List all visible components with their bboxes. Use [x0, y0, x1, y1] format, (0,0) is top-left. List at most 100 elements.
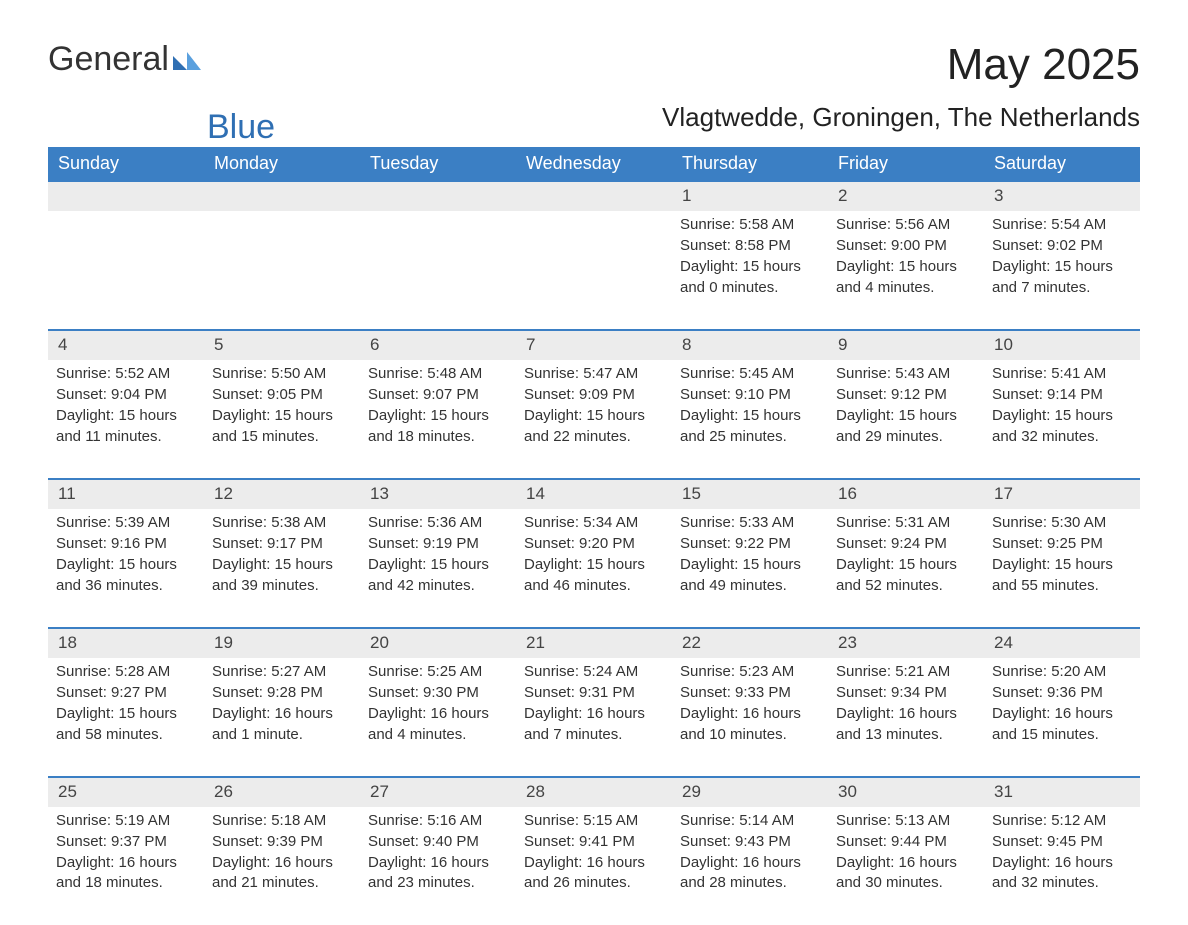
sunrise-text: Sunrise: 5:21 AM — [836, 662, 976, 682]
day-number-cell: 12 — [204, 479, 360, 509]
day-info-cell: Sunrise: 5:20 AMSunset: 9:36 PMDaylight:… — [984, 658, 1140, 777]
sunset-text: Sunset: 9:09 PM — [524, 385, 664, 405]
sunset-text: Sunset: 9:43 PM — [680, 832, 820, 852]
sunset-text: Sunset: 9:16 PM — [56, 534, 196, 554]
sunset-text: Sunset: 9:05 PM — [212, 385, 352, 405]
week-daynum-row: 45678910 — [48, 330, 1140, 360]
sunrise-text: Sunrise: 5:38 AM — [212, 513, 352, 533]
sunset-text: Sunset: 9:14 PM — [992, 385, 1132, 405]
sunrise-text: Sunrise: 5:31 AM — [836, 513, 976, 533]
sunset-text: Sunset: 9:33 PM — [680, 683, 820, 703]
daylight-text: Daylight: 16 hours and 23 minutes. — [368, 853, 508, 894]
sunset-text: Sunset: 9:36 PM — [992, 683, 1132, 703]
day-info-cell: Sunrise: 5:28 AMSunset: 9:27 PMDaylight:… — [48, 658, 204, 777]
day-info-cell: Sunrise: 5:12 AMSunset: 9:45 PMDaylight:… — [984, 807, 1140, 925]
day-info-cell: Sunrise: 5:30 AMSunset: 9:25 PMDaylight:… — [984, 509, 1140, 628]
daylight-text: Daylight: 15 hours and 11 minutes. — [56, 406, 196, 447]
day-info-cell: Sunrise: 5:13 AMSunset: 9:44 PMDaylight:… — [828, 807, 984, 925]
sunset-text: Sunset: 9:12 PM — [836, 385, 976, 405]
sunset-text: Sunset: 9:02 PM — [992, 236, 1132, 256]
page-title: May 2025 — [947, 40, 1140, 90]
day-number-cell: 23 — [828, 628, 984, 658]
day-info-cell: Sunrise: 5:23 AMSunset: 9:33 PMDaylight:… — [672, 658, 828, 777]
day-number-cell: 20 — [360, 628, 516, 658]
day-info-cell: Sunrise: 5:31 AMSunset: 9:24 PMDaylight:… — [828, 509, 984, 628]
day-info-cell: Sunrise: 5:48 AMSunset: 9:07 PMDaylight:… — [360, 360, 516, 479]
day-number-cell: 5 — [204, 330, 360, 360]
daylight-text: Daylight: 15 hours and 42 minutes. — [368, 555, 508, 596]
daylight-text: Daylight: 15 hours and 4 minutes. — [836, 257, 976, 298]
sunrise-text: Sunrise: 5:33 AM — [680, 513, 820, 533]
sunset-text: Sunset: 9:39 PM — [212, 832, 352, 852]
day-number-cell — [48, 181, 204, 211]
calendar-table: Sunday Monday Tuesday Wednesday Thursday… — [48, 147, 1140, 925]
day-number-cell: 16 — [828, 479, 984, 509]
day-number-cell: 28 — [516, 777, 672, 807]
day-number-cell — [360, 181, 516, 211]
sunrise-text: Sunrise: 5:12 AM — [992, 811, 1132, 831]
sunrise-text: Sunrise: 5:56 AM — [836, 215, 976, 235]
daylight-text: Daylight: 16 hours and 28 minutes. — [680, 853, 820, 894]
daylight-text: Daylight: 15 hours and 58 minutes. — [56, 704, 196, 745]
day-info-cell: Sunrise: 5:38 AMSunset: 9:17 PMDaylight:… — [204, 509, 360, 628]
day-header: Friday — [828, 147, 984, 181]
sunrise-text: Sunrise: 5:58 AM — [680, 215, 820, 235]
sunset-text: Sunset: 9:00 PM — [836, 236, 976, 256]
day-number-cell: 27 — [360, 777, 516, 807]
day-info-cell: Sunrise: 5:54 AMSunset: 9:02 PMDaylight:… — [984, 211, 1140, 330]
day-header-row: Sunday Monday Tuesday Wednesday Thursday… — [48, 147, 1140, 181]
day-number-cell: 14 — [516, 479, 672, 509]
day-info-cell: Sunrise: 5:33 AMSunset: 9:22 PMDaylight:… — [672, 509, 828, 628]
day-info-cell: Sunrise: 5:14 AMSunset: 9:43 PMDaylight:… — [672, 807, 828, 925]
sunrise-text: Sunrise: 5:18 AM — [212, 811, 352, 831]
week-daynum-row: 18192021222324 — [48, 628, 1140, 658]
sunset-text: Sunset: 8:58 PM — [680, 236, 820, 256]
day-header: Sunday — [48, 147, 204, 181]
daylight-text: Daylight: 16 hours and 32 minutes. — [992, 853, 1132, 894]
brand-logo-line2: General Blue — [48, 108, 275, 147]
day-info-cell: Sunrise: 5:50 AMSunset: 9:05 PMDaylight:… — [204, 360, 360, 479]
sunrise-text: Sunrise: 5:41 AM — [992, 364, 1132, 384]
day-number-cell: 25 — [48, 777, 204, 807]
brand-logo: General — [48, 40, 201, 79]
day-info-cell: Sunrise: 5:58 AMSunset: 8:58 PMDaylight:… — [672, 211, 828, 330]
day-number-cell: 22 — [672, 628, 828, 658]
day-info-cell: Sunrise: 5:21 AMSunset: 9:34 PMDaylight:… — [828, 658, 984, 777]
day-info-cell: Sunrise: 5:47 AMSunset: 9:09 PMDaylight:… — [516, 360, 672, 479]
sunrise-text: Sunrise: 5:36 AM — [368, 513, 508, 533]
daylight-text: Daylight: 16 hours and 13 minutes. — [836, 704, 976, 745]
daylight-text: Daylight: 15 hours and 0 minutes. — [680, 257, 820, 298]
sunset-text: Sunset: 9:44 PM — [836, 832, 976, 852]
sunrise-text: Sunrise: 5:15 AM — [524, 811, 664, 831]
day-number-cell: 6 — [360, 330, 516, 360]
sunset-text: Sunset: 9:28 PM — [212, 683, 352, 703]
day-header: Thursday — [672, 147, 828, 181]
sunset-text: Sunset: 9:22 PM — [680, 534, 820, 554]
day-number-cell: 26 — [204, 777, 360, 807]
week-info-row: Sunrise: 5:28 AMSunset: 9:27 PMDaylight:… — [48, 658, 1140, 777]
day-info-cell: Sunrise: 5:18 AMSunset: 9:39 PMDaylight:… — [204, 807, 360, 925]
sunset-text: Sunset: 9:20 PM — [524, 534, 664, 554]
daylight-text: Daylight: 16 hours and 26 minutes. — [524, 853, 664, 894]
day-number-cell: 1 — [672, 181, 828, 211]
daylight-text: Daylight: 15 hours and 15 minutes. — [212, 406, 352, 447]
sunrise-text: Sunrise: 5:24 AM — [524, 662, 664, 682]
daylight-text: Daylight: 15 hours and 36 minutes. — [56, 555, 196, 596]
day-number-cell: 11 — [48, 479, 204, 509]
sunset-text: Sunset: 9:04 PM — [56, 385, 196, 405]
day-number-cell: 3 — [984, 181, 1140, 211]
week-daynum-row: 25262728293031 — [48, 777, 1140, 807]
day-number-cell: 29 — [672, 777, 828, 807]
sunset-text: Sunset: 9:19 PM — [368, 534, 508, 554]
daylight-text: Daylight: 15 hours and 55 minutes. — [992, 555, 1132, 596]
week-info-row: Sunrise: 5:58 AMSunset: 8:58 PMDaylight:… — [48, 211, 1140, 330]
day-number-cell: 31 — [984, 777, 1140, 807]
daylight-text: Daylight: 16 hours and 4 minutes. — [368, 704, 508, 745]
sunrise-text: Sunrise: 5:50 AM — [212, 364, 352, 384]
week-info-row: Sunrise: 5:19 AMSunset: 9:37 PMDaylight:… — [48, 807, 1140, 925]
sunrise-text: Sunrise: 5:14 AM — [680, 811, 820, 831]
day-header: Wednesday — [516, 147, 672, 181]
day-number-cell: 18 — [48, 628, 204, 658]
day-info-cell: Sunrise: 5:39 AMSunset: 9:16 PMDaylight:… — [48, 509, 204, 628]
sunrise-text: Sunrise: 5:25 AM — [368, 662, 508, 682]
